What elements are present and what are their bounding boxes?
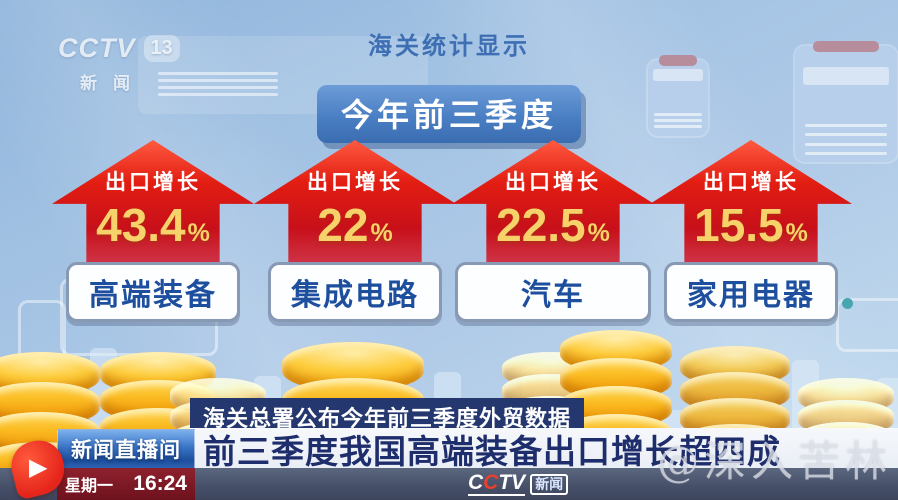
uploader-watermark: @深入苦林: [656, 437, 892, 486]
growth-arrow-item: 出口增长 22% 集成电路: [254, 140, 456, 322]
cctv-logo-text: CCTV: [468, 471, 526, 496]
category-label: 家用电器: [664, 262, 838, 322]
arrow-value: 22.5%: [452, 198, 654, 252]
category-label: 汽车: [455, 262, 651, 322]
program-id-block: 新闻直播间 星期一 16:24: [57, 429, 195, 500]
header-kicker: 海关统计显示: [368, 33, 530, 60]
program-time-strip: 星期一 16:24: [57, 468, 195, 500]
value-unit: %: [187, 219, 210, 247]
arrow-value: 43.4%: [52, 198, 254, 252]
arrow-tag: 出口增长: [505, 171, 601, 194]
play-icon: ▶: [28, 454, 48, 481]
category-label: 高端装备: [66, 262, 240, 322]
growth-arrow-item: 出口增长 43.4% 高端装备: [52, 140, 254, 322]
news-headline: 前三季度我国高端装备出口增长超四成: [190, 428, 898, 469]
value-unit: %: [587, 219, 610, 247]
value-number: 43.4: [96, 199, 186, 251]
cctv-news-logo: CCTV 新闻: [468, 468, 569, 500]
cctv-news-badge: 新闻: [530, 473, 569, 495]
arrow-tag: 出口增长: [703, 171, 799, 194]
program-name-banner: 新闻直播间: [57, 429, 195, 468]
arrow-tag: 出口增长: [307, 171, 403, 194]
value-unit: %: [370, 219, 393, 247]
container-outline: [836, 298, 898, 352]
channel-number: 13: [143, 35, 180, 62]
value-number: 22: [317, 199, 369, 251]
growth-arrow-item: 出口增长 22.5% 汽车: [452, 140, 654, 322]
category-label: 集成电路: [268, 262, 442, 322]
weekday-label: 星期一: [65, 478, 114, 495]
cctv-logo-text: CCTV: [58, 33, 136, 63]
arrow-tag: 出口增长: [105, 171, 201, 194]
growth-arrow-item: 出口增长 15.5% 家用电器: [650, 140, 852, 322]
value-number: 15.5: [694, 199, 784, 251]
clipboard-shape: [795, 41, 897, 162]
clipboard-shape: [648, 55, 708, 136]
decor-lines: [158, 68, 278, 100]
arrow-value: 15.5%: [650, 198, 852, 252]
channel-subtitle: 新闻: [80, 74, 146, 93]
header-title-banner: 今年前三季度: [316, 85, 581, 143]
cctv13-watermark: CCTV 13 新闻: [58, 33, 180, 94]
value-number: 22.5: [496, 199, 586, 251]
clock-time: 16:24: [133, 472, 187, 495]
infographic-header: 海关统计显示 今年前三季度: [0, 26, 898, 143]
value-unit: %: [785, 219, 808, 247]
decor-dot: [842, 298, 853, 309]
arrow-value: 22%: [254, 198, 456, 252]
